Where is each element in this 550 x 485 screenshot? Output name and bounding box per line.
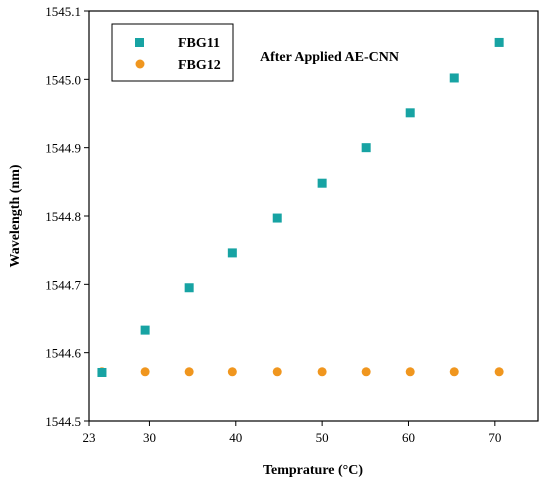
point-fbg12 (272, 367, 282, 377)
point-fbg11 (405, 108, 415, 118)
y-axis-title: Wavelength (nm) (8, 164, 23, 267)
point-fbg12 (317, 367, 327, 377)
legend: FBG11 FBG12 (111, 23, 234, 82)
legend-marker-fbg11 (135, 38, 144, 47)
y-tick-label: 1544.5 (45, 414, 81, 429)
point-fbg12 (449, 367, 459, 377)
x-tick-label: 50 (316, 430, 329, 445)
x-tick-label: 60 (402, 430, 415, 445)
point-fbg11 (140, 325, 150, 335)
legend-label-fbg11: FBG11 (178, 36, 220, 51)
point-fbg11 (449, 73, 459, 83)
point-fbg11 (97, 367, 107, 377)
x-axis-ticks: 23 30 40 50 60 70 (83, 421, 501, 445)
x-axis-title: Temprature (°C) (263, 463, 363, 478)
legend-box (111, 23, 234, 82)
legend-marker-fbg12 (135, 59, 145, 69)
y-tick-label: 1544.9 (45, 141, 81, 156)
chart-annotation: After Applied AE-CNN (260, 50, 399, 65)
point-fbg11 (494, 37, 504, 47)
y-tick-label: 1545.1 (45, 4, 81, 19)
point-fbg12 (140, 367, 150, 377)
x-tick-label: 40 (229, 430, 242, 445)
x-tick-label: 30 (143, 430, 156, 445)
point-fbg12 (227, 367, 237, 377)
point-fbg11 (317, 178, 327, 188)
y-tick-label: 1544.7 (45, 277, 81, 292)
x-tick-label: 70 (488, 430, 501, 445)
point-fbg11 (184, 283, 194, 293)
data-points (97, 37, 504, 377)
point-fbg12 (405, 367, 415, 377)
y-tick-label: 1545.0 (45, 72, 81, 87)
x-tick-label: 23 (83, 430, 96, 445)
y-tick-label: 1544.6 (45, 346, 81, 361)
point-fbg11 (272, 213, 282, 223)
point-fbg12 (494, 367, 504, 377)
point-fbg11 (361, 143, 371, 153)
legend-label-fbg12: FBG12 (178, 58, 221, 73)
point-fbg11 (227, 248, 237, 258)
point-fbg12 (361, 367, 371, 377)
y-axis-ticks: 1544.5 1544.6 1544.7 1544.8 1544.9 1545.0 1545… (45, 4, 89, 429)
point-fbg12 (184, 367, 194, 377)
y-tick-label: 1544.8 (45, 209, 81, 224)
